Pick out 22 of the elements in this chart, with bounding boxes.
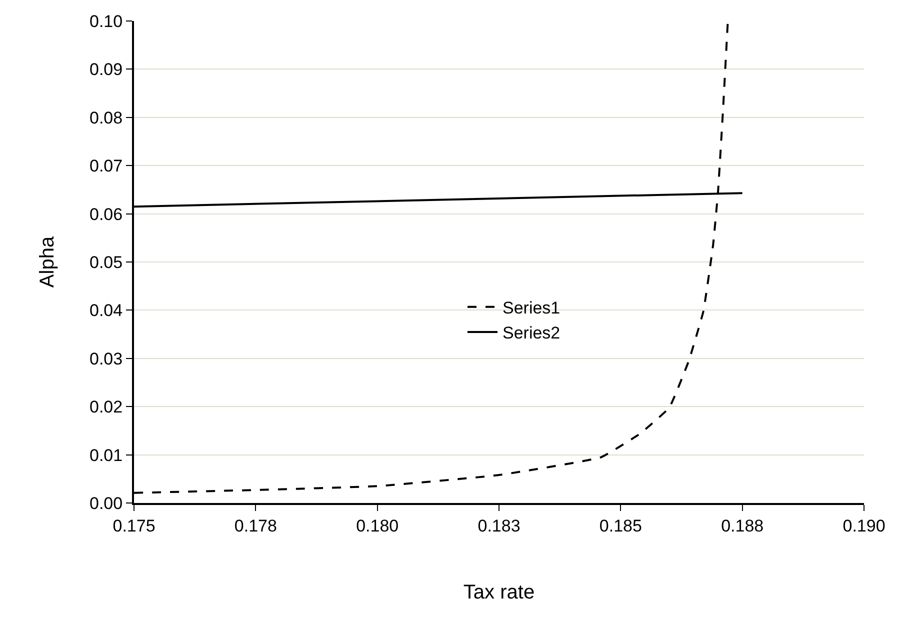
y-tick-label: 0.09: [90, 60, 123, 80]
y-tick-label: 0.10: [90, 12, 123, 31]
y-tick-label: 0.02: [90, 398, 123, 417]
y-tick-label: 0.01: [90, 446, 123, 465]
legend-label: Series2: [502, 324, 560, 343]
y-tick-label: 0.06: [90, 204, 123, 224]
y-axis-title: Alpha: [36, 236, 59, 288]
x-axis-title: Tax rate: [463, 581, 535, 604]
y-tick-label: 0.08: [90, 108, 123, 128]
x-tick-label: 0.178: [234, 516, 277, 536]
x-tick-label: 0.190: [842, 516, 886, 536]
x-tick-label: 0.183: [478, 516, 520, 536]
x-tick-label: 0.185: [599, 516, 642, 536]
x-tick-label: 0.180: [356, 516, 399, 536]
y-tick-label: 0.07: [90, 156, 123, 176]
x-tick-label: 0.188: [721, 516, 764, 536]
legend-label: Series1: [502, 298, 560, 318]
y-tick-label: 0.00: [90, 494, 123, 513]
y-tick-label: 0.04: [90, 301, 123, 320]
y-tick-label: 0.05: [90, 252, 123, 272]
x-tick-label: 0.175: [112, 516, 156, 536]
y-tick-label: 0.03: [90, 349, 123, 368]
